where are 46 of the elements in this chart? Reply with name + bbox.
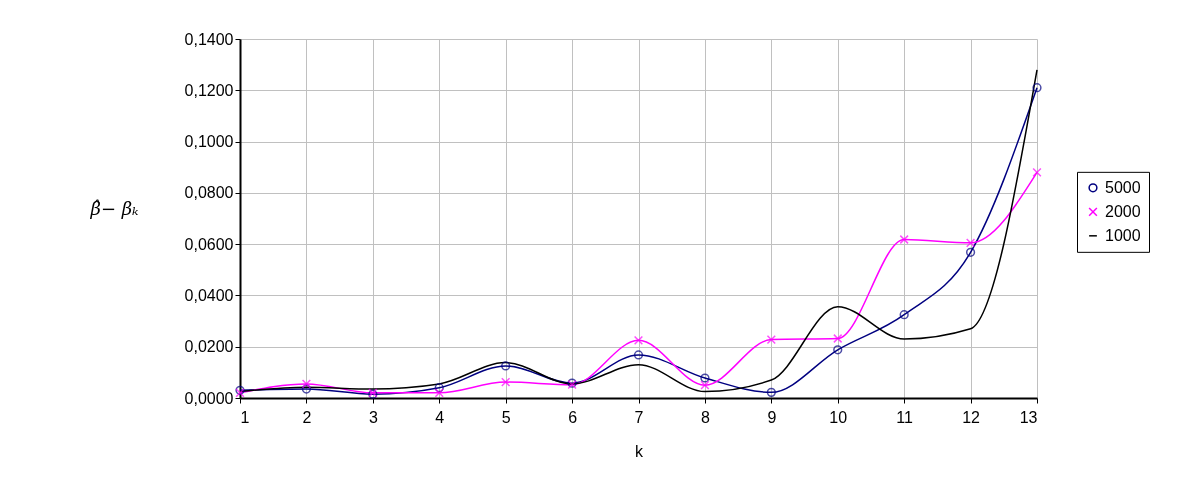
x-tick-label: 9 (767, 408, 777, 426)
point (1032, 83, 1042, 93)
x-tick-label: 6 (568, 408, 578, 426)
point (1032, 167, 1042, 177)
x-axis-title: k (635, 442, 644, 460)
point (700, 373, 710, 383)
legend-label: 1000 (1105, 226, 1141, 244)
point (301, 384, 312, 394)
y-tick-label: 0,1200 (184, 81, 234, 99)
y-tick-label: 0,1000 (184, 133, 234, 151)
point (766, 334, 776, 345)
point (700, 380, 710, 390)
point (766, 387, 776, 397)
point (434, 383, 444, 393)
point (899, 234, 909, 245)
x-tick-label: 7 (634, 408, 644, 426)
y-tick-label: 0,0200 (184, 338, 234, 356)
x-tick-label: 10 (829, 408, 848, 426)
point (633, 350, 644, 360)
x-tick-label: 2 (302, 408, 312, 426)
x-tick-label: 3 (368, 408, 378, 426)
point (501, 377, 511, 387)
point (301, 379, 312, 389)
point (965, 247, 976, 257)
x-tick-label: 1 (240, 408, 250, 426)
point (833, 333, 843, 344)
x-tick-label: 5 (501, 408, 511, 426)
point (833, 345, 843, 355)
point (633, 335, 644, 345)
legend-label: 2000 (1105, 202, 1141, 220)
point (965, 238, 976, 248)
y-tick-label: 0,1400 (184, 30, 234, 48)
point (899, 310, 909, 320)
y-tick-label: 0,0400 (184, 286, 234, 304)
y-tick-label: 0,0800 (184, 184, 234, 202)
y-tick-label: 0,0600 (184, 235, 234, 253)
x-tick-label: 13 (1019, 408, 1038, 426)
legend-label: 5000 (1105, 178, 1141, 196)
y-tick-label: 0,0000 (184, 389, 234, 407)
x-tick-label: 11 (896, 408, 914, 426)
point (434, 388, 444, 398)
x-tick-label: 4 (435, 408, 445, 426)
x-tick-label: 12 (962, 408, 981, 426)
point (501, 361, 511, 371)
y-axis-title: β̂− βₖ (89, 198, 140, 219)
x-tick-label: 8 (700, 408, 710, 426)
